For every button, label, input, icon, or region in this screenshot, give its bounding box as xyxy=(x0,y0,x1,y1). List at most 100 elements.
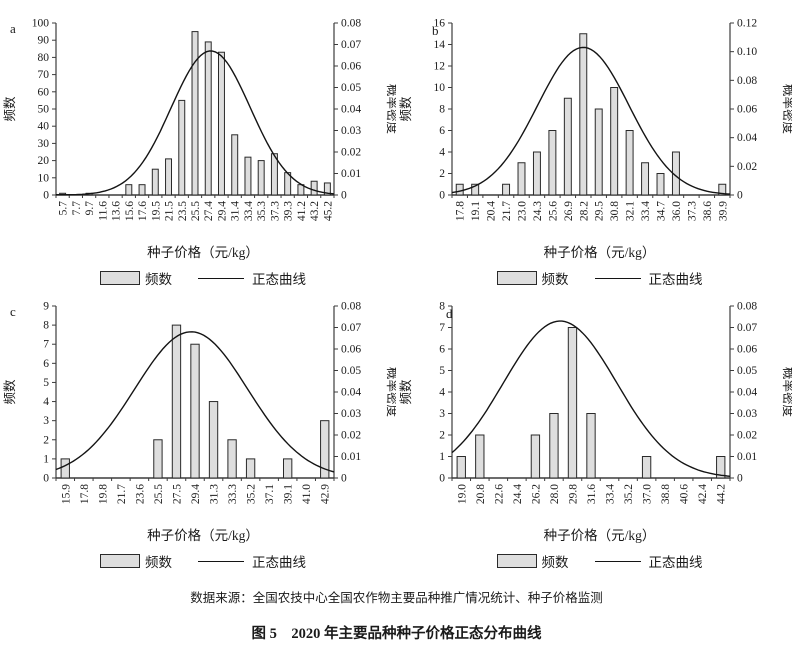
legend-curve-label: 正态曲线 xyxy=(252,272,306,287)
svg-text:70: 70 xyxy=(38,69,50,81)
svg-text:32.1: 32.1 xyxy=(625,201,637,221)
svg-text:概率密度: 概率密度 xyxy=(781,367,792,418)
svg-text:28.0: 28.0 xyxy=(549,484,561,504)
svg-text:0.07: 0.07 xyxy=(341,39,361,51)
svg-text:42.4: 42.4 xyxy=(697,484,709,504)
svg-text:31.3: 31.3 xyxy=(209,484,221,504)
svg-text:90: 90 xyxy=(38,35,50,47)
svg-text:37.1: 37.1 xyxy=(264,484,276,504)
legend-frequency-label: 频数 xyxy=(541,555,569,570)
legend-curve-swatch xyxy=(594,560,641,562)
svg-text:2: 2 xyxy=(439,430,445,442)
svg-text:0.06: 0.06 xyxy=(737,104,757,116)
chart-b-x-axis-title: 种子价格（元/kg） xyxy=(543,245,656,260)
svg-text:4: 4 xyxy=(43,396,49,408)
svg-text:7: 7 xyxy=(43,339,49,351)
chart-d-x-axis-title: 种子价格（元/kg） xyxy=(543,528,656,543)
svg-text:19.1: 19.1 xyxy=(470,201,482,221)
svg-text:35.2: 35.2 xyxy=(623,484,635,504)
legend-curve-swatch xyxy=(198,560,244,562)
svg-text:9: 9 xyxy=(43,301,49,313)
svg-text:概率密度: 概率密度 xyxy=(781,84,792,135)
svg-text:0.08: 0.08 xyxy=(737,301,757,313)
svg-text:0: 0 xyxy=(737,473,743,485)
svg-text:15.9: 15.9 xyxy=(60,484,72,504)
svg-text:25.5: 25.5 xyxy=(153,484,165,504)
svg-text:38.8: 38.8 xyxy=(660,484,672,504)
chart-c-x-axis-title: 种子价格（元/kg） xyxy=(147,528,259,543)
svg-text:0.03: 0.03 xyxy=(737,408,757,420)
svg-text:17.8: 17.8 xyxy=(79,484,91,504)
svg-text:80: 80 xyxy=(38,52,50,64)
svg-text:频数: 频数 xyxy=(2,379,17,405)
svg-text:0.10: 0.10 xyxy=(737,46,757,58)
svg-text:40: 40 xyxy=(38,121,50,133)
svg-text:0.03: 0.03 xyxy=(341,408,361,420)
panel-d-letter: d xyxy=(446,306,453,321)
svg-text:17.8: 17.8 xyxy=(455,201,467,221)
svg-text:43.2: 43.2 xyxy=(309,201,321,221)
svg-text:0.02: 0.02 xyxy=(737,161,757,173)
svg-text:13.6: 13.6 xyxy=(111,201,123,221)
svg-text:30: 30 xyxy=(38,138,50,150)
svg-text:29.4: 29.4 xyxy=(190,484,202,504)
svg-text:0.06: 0.06 xyxy=(341,61,361,73)
svg-text:8: 8 xyxy=(43,320,49,332)
svg-text:14: 14 xyxy=(434,39,446,51)
legend-frequency-swatch xyxy=(100,271,140,285)
svg-text:50: 50 xyxy=(38,104,50,116)
svg-text:44.2: 44.2 xyxy=(716,484,728,504)
svg-text:21.5: 21.5 xyxy=(164,201,176,221)
svg-text:37.3: 37.3 xyxy=(269,201,281,221)
svg-text:8: 8 xyxy=(439,104,445,116)
svg-text:60: 60 xyxy=(38,86,50,98)
legend-frequency-swatch xyxy=(496,554,537,568)
svg-text:0.05: 0.05 xyxy=(737,365,757,377)
svg-text:6: 6 xyxy=(43,358,49,370)
svg-text:0.02: 0.02 xyxy=(341,147,361,159)
svg-text:27.5: 27.5 xyxy=(171,484,183,504)
svg-text:0.06: 0.06 xyxy=(737,344,757,356)
svg-text:24.4: 24.4 xyxy=(512,484,524,504)
svg-text:100: 100 xyxy=(32,18,50,30)
svg-text:36.0: 36.0 xyxy=(671,201,683,221)
svg-text:41.2: 41.2 xyxy=(296,201,308,221)
svg-text:概率密度: 概率密度 xyxy=(385,84,396,135)
svg-text:45.2: 45.2 xyxy=(322,201,334,221)
svg-text:39.1: 39.1 xyxy=(283,484,295,504)
svg-text:频数: 频数 xyxy=(2,96,17,122)
svg-text:35.3: 35.3 xyxy=(256,201,268,221)
svg-text:26.9: 26.9 xyxy=(563,201,575,221)
svg-text:0.04: 0.04 xyxy=(737,387,757,399)
svg-text:0.12: 0.12 xyxy=(737,18,757,30)
figure-caption: 图 5 2020 年主要品种种子价格正态分布曲线 xyxy=(251,626,542,642)
svg-text:3: 3 xyxy=(439,408,445,420)
chart-a-legend: 频数 正态曲线 xyxy=(0,268,396,288)
svg-text:0.07: 0.07 xyxy=(341,322,361,334)
svg-text:0.05: 0.05 xyxy=(341,82,361,94)
svg-text:2: 2 xyxy=(43,434,49,446)
svg-text:33.4: 33.4 xyxy=(605,484,617,504)
svg-text:10: 10 xyxy=(38,172,50,184)
svg-text:0.08: 0.08 xyxy=(341,18,361,30)
svg-text:23.5: 23.5 xyxy=(177,201,189,221)
legend-frequency-label: 频数 xyxy=(145,272,172,287)
svg-text:34.7: 34.7 xyxy=(656,201,668,221)
svg-text:11.6: 11.6 xyxy=(97,201,109,221)
legend-curve-label: 正态曲线 xyxy=(648,272,703,287)
svg-text:28.2: 28.2 xyxy=(578,201,590,221)
legend-frequency-label: 频数 xyxy=(541,272,569,287)
chart-b-legend: 频数 正态曲线 xyxy=(396,268,793,288)
svg-text:38.6: 38.6 xyxy=(702,201,714,221)
svg-text:0.08: 0.08 xyxy=(737,75,757,87)
legend-curve-swatch xyxy=(594,277,641,279)
legend-curve-label: 正态曲线 xyxy=(648,555,703,570)
panel-a-letter: a xyxy=(10,21,16,36)
chart-a-x-axis-title: 种子价格（元/kg） xyxy=(147,245,259,260)
chart-c-legend: 频数 正态曲线 xyxy=(0,551,396,571)
svg-text:25.5: 25.5 xyxy=(190,201,202,221)
svg-text:4: 4 xyxy=(439,387,445,399)
svg-text:29.5: 29.5 xyxy=(594,201,606,221)
legend-curve-swatch xyxy=(198,277,244,279)
